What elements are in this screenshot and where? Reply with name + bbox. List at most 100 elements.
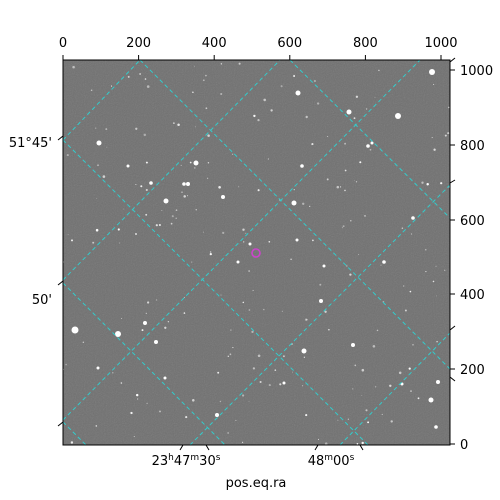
star bbox=[70, 441, 74, 444]
star bbox=[123, 208, 125, 210]
star bbox=[229, 353, 232, 356]
left-tick-label: 51°45' bbox=[9, 136, 52, 151]
star bbox=[408, 367, 411, 370]
star bbox=[306, 319, 308, 321]
star bbox=[222, 231, 225, 234]
star bbox=[186, 182, 190, 186]
star bbox=[291, 371, 293, 373]
star bbox=[65, 363, 67, 366]
star bbox=[82, 341, 84, 343]
star bbox=[181, 191, 183, 193]
star bbox=[355, 95, 359, 98]
star bbox=[257, 354, 261, 358]
star bbox=[220, 294, 222, 296]
star bbox=[389, 384, 392, 388]
star bbox=[96, 198, 98, 199]
star bbox=[139, 73, 141, 75]
star bbox=[220, 92, 223, 96]
star bbox=[412, 344, 414, 346]
star bbox=[409, 290, 412, 293]
star bbox=[444, 134, 447, 137]
star bbox=[428, 397, 434, 403]
star bbox=[185, 416, 188, 419]
star bbox=[337, 419, 339, 421]
star bbox=[143, 321, 147, 325]
star bbox=[248, 270, 250, 272]
star bbox=[324, 442, 328, 445]
star bbox=[356, 443, 359, 445]
star bbox=[156, 299, 158, 301]
star bbox=[158, 223, 161, 227]
star bbox=[183, 312, 186, 314]
star bbox=[353, 180, 355, 181]
right-tick-label: 600 bbox=[460, 214, 485, 229]
grid-line bbox=[189, 184, 450, 445]
left-tick-label: 50' bbox=[32, 293, 52, 308]
star bbox=[361, 394, 363, 396]
star bbox=[257, 189, 260, 192]
star bbox=[207, 177, 209, 179]
star bbox=[140, 185, 143, 188]
star bbox=[436, 340, 438, 343]
star bbox=[242, 228, 245, 231]
star bbox=[313, 79, 317, 83]
star bbox=[301, 348, 307, 354]
star bbox=[242, 301, 245, 304]
star bbox=[253, 114, 256, 118]
star bbox=[374, 97, 376, 98]
star bbox=[378, 69, 380, 72]
star bbox=[319, 283, 322, 286]
star bbox=[380, 264, 382, 266]
star bbox=[435, 265, 437, 267]
grid-line bbox=[63, 60, 141, 141]
star bbox=[312, 239, 314, 242]
star bbox=[146, 402, 148, 405]
star bbox=[161, 209, 163, 212]
star bbox=[293, 75, 296, 77]
star bbox=[144, 78, 147, 80]
star bbox=[293, 188, 295, 191]
left-axis: 51°45' 50' bbox=[9, 135, 64, 427]
star bbox=[180, 164, 182, 166]
star bbox=[90, 89, 93, 91]
star bbox=[155, 224, 158, 227]
star bbox=[119, 242, 121, 244]
star bbox=[238, 186, 240, 188]
star bbox=[346, 265, 348, 267]
star bbox=[145, 213, 148, 216]
star bbox=[92, 241, 95, 244]
star bbox=[192, 399, 195, 402]
star bbox=[395, 113, 401, 119]
star bbox=[135, 393, 139, 397]
star bbox=[134, 232, 138, 236]
star bbox=[318, 438, 319, 440]
grid-line bbox=[289, 60, 450, 219]
star bbox=[374, 386, 377, 388]
star bbox=[326, 178, 329, 181]
right-tick-label: 200 bbox=[460, 363, 485, 378]
star bbox=[130, 411, 133, 415]
star bbox=[305, 414, 308, 417]
star bbox=[189, 161, 192, 164]
grid-line bbox=[63, 60, 421, 421]
star bbox=[175, 217, 177, 219]
star bbox=[146, 85, 150, 88]
star bbox=[290, 258, 292, 261]
bottom-tick-label: 23h47m30s bbox=[152, 453, 221, 469]
sky-image bbox=[63, 60, 450, 445]
star bbox=[268, 240, 271, 243]
star bbox=[235, 419, 237, 421]
target-marker bbox=[251, 248, 261, 258]
star bbox=[219, 400, 222, 403]
star bbox=[120, 382, 123, 384]
star bbox=[354, 364, 357, 367]
star bbox=[436, 380, 440, 384]
star bbox=[381, 413, 383, 415]
star bbox=[112, 372, 114, 374]
grid-line bbox=[63, 421, 87, 445]
star bbox=[97, 164, 99, 166]
coordinate-grid bbox=[63, 60, 450, 445]
star bbox=[95, 228, 99, 232]
star bbox=[295, 238, 299, 242]
